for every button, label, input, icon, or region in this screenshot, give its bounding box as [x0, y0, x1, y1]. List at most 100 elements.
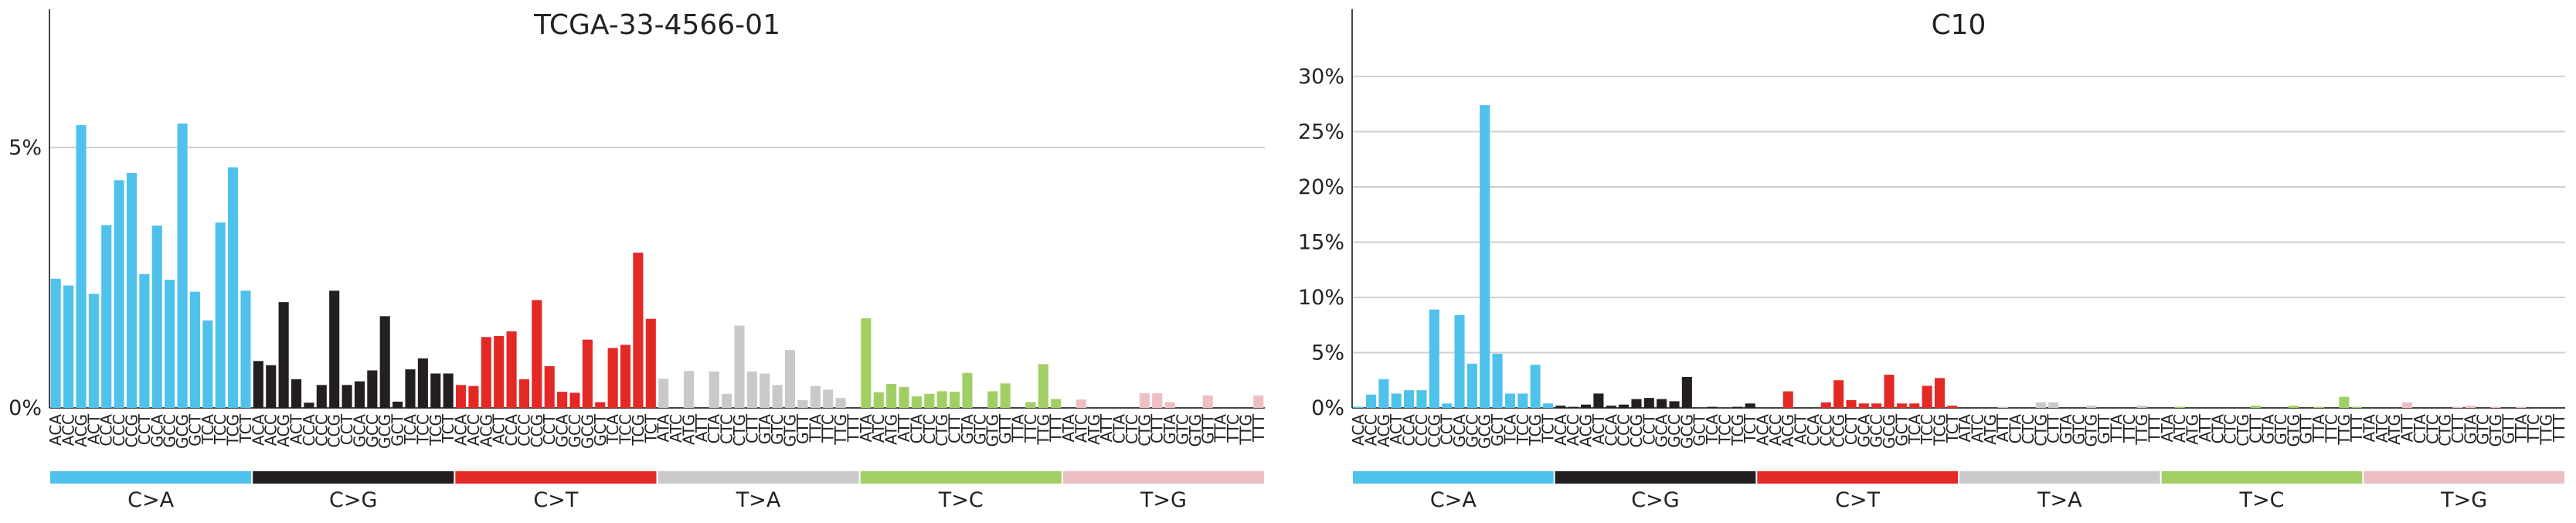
group-label: C>T: [533, 488, 578, 512]
x-tick-label: ACG: [72, 414, 90, 447]
bar-C-to-A-ACA: [1353, 406, 1364, 408]
x-tick-label: TTG: [1236, 414, 1255, 446]
group-label: T>A: [736, 488, 781, 512]
x-tick-label: GCT: [591, 413, 610, 446]
x-tick-label: GCC: [161, 414, 179, 447]
bar-C-to-T-TCT: [1947, 406, 1958, 408]
x-tick-label: GTA: [2057, 414, 2075, 444]
x-tick-label: GCC: [566, 414, 584, 447]
bar-C-to-A-CCT: [1442, 403, 1453, 408]
x-tick-label: ATA: [654, 414, 673, 443]
x-tick-label: GTG: [984, 414, 1002, 447]
bar-T-to-C-TTA: [2313, 406, 2324, 408]
x-tick-label: GTA: [2259, 414, 2278, 444]
x-tick-label: ACG: [1375, 414, 1393, 447]
x-tick-label: CTG: [2234, 414, 2252, 447]
bar-C-to-T-ACG: [481, 337, 491, 408]
x-tick-label: GTA: [756, 414, 774, 444]
bar-C-to-G-CCT: [342, 385, 352, 408]
bar-C-to-A-CCG: [1429, 309, 1439, 408]
x-tick-label: CTG: [730, 414, 749, 447]
x-tick-label: CTA: [705, 414, 723, 444]
bar-C-to-A-ACT: [1391, 393, 1402, 408]
x-tick-label: GTC: [1173, 414, 1191, 445]
bar-C-to-T-TCC: [620, 345, 631, 408]
group-bar-C-to-T: [1757, 471, 1958, 484]
x-tick-label: GCC: [363, 414, 382, 447]
group-bar-C-to-G: [253, 471, 454, 484]
y-tick-label: 15%: [1298, 230, 1344, 254]
bar-C-to-A-TCC: [215, 222, 226, 408]
bar-C-to-A-GCA: [1454, 314, 1465, 408]
bar-C-to-A-ACA: [50, 278, 61, 408]
bar-T-to-C-TTT: [2351, 406, 2362, 408]
bar-C-to-T-GCG: [582, 339, 593, 408]
bar-C-to-T-CCC: [518, 379, 530, 408]
y-tick-label: 5%: [1311, 341, 1344, 365]
x-tick-label: CTA: [2007, 414, 2025, 444]
group-label: T>G: [2440, 488, 2487, 512]
bar-C-to-G-CCT: [1643, 398, 1654, 408]
bar-C-to-T-GCT: [1896, 403, 1907, 408]
group-bar-C-to-A: [1353, 471, 1554, 484]
y-tick-label: 10%: [1298, 286, 1344, 310]
x-tick-label: GTT: [996, 413, 1014, 444]
bar-C-to-G-GCG: [379, 316, 390, 408]
group-bar-T-to-C: [2161, 471, 2363, 484]
x-tick-label: CCA: [1400, 414, 1419, 447]
x-tick-label: ATG: [1981, 414, 2000, 445]
bar-C-to-A-GCT: [189, 291, 200, 408]
bar-C-to-A-GCT: [1492, 353, 1503, 408]
x-tick-label: ACC: [59, 414, 78, 446]
bar-C-to-G-CCA: [304, 402, 314, 408]
x-tick-label: CTG: [2436, 414, 2455, 447]
x-tick-label: ATC: [1072, 414, 1090, 443]
x-tick-label: CCT: [338, 413, 356, 445]
x-tick-label: GCG: [1476, 414, 1494, 449]
bar-C-to-G-TCA: [405, 369, 416, 408]
bar-C-to-G-CCG: [1631, 399, 1642, 408]
x-tick-label: ATC: [2373, 414, 2391, 443]
y-tick-label: 20%: [1298, 175, 1344, 199]
x-tick-label: CCA: [1602, 414, 1620, 447]
bar-C-to-G-ACG: [278, 302, 289, 408]
x-tick-label: CTT: [2449, 413, 2467, 443]
group-label: C>A: [1430, 488, 1477, 512]
x-tick-label: TCG: [427, 414, 445, 447]
x-tick-label: CCG: [123, 414, 141, 447]
group-label: T>G: [1140, 488, 1187, 512]
x-tick-label: ATT: [1993, 413, 2012, 442]
bar-T-to-C-ATT: [899, 387, 909, 408]
x-tick-label: GCA: [553, 414, 572, 447]
x-tick-label: CCC: [1615, 414, 1633, 447]
bar-T-to-C-CTA: [911, 396, 922, 408]
bar-C-to-G-GCC: [1669, 401, 1680, 408]
x-tick-label: CTC: [718, 414, 736, 444]
bar-T-to-G-CTG: [1139, 393, 1150, 408]
bar-T-to-C-GTG: [987, 391, 998, 408]
bar-C-to-T-TCT: [645, 318, 656, 408]
x-tick-label: TCT: [236, 413, 255, 443]
x-tick-label: GTA: [958, 414, 977, 444]
x-tick-label: ACG: [477, 414, 495, 447]
bar-C-to-A-TCG: [1530, 365, 1541, 408]
x-tick-label: GTT: [2095, 413, 2113, 444]
x-tick-label: TCA: [603, 414, 622, 445]
x-tick-label: CCC: [1412, 414, 1431, 447]
bar-T-to-A-ATA: [658, 379, 669, 408]
x-tick-label: CTA: [2411, 414, 2429, 444]
x-tick-label: TTT: [1047, 413, 1065, 443]
x-tick-label: TTA: [806, 414, 824, 443]
bar-C-to-T-GCA: [557, 392, 568, 408]
bar-T-to-A-CTC: [722, 393, 732, 408]
bar-C-to-G-ACA: [253, 361, 263, 408]
bar-C-to-A-GCA: [151, 226, 162, 408]
x-tick-label: ACT: [1589, 413, 1608, 444]
y-tick-label: 25%: [1298, 120, 1344, 144]
bar-C-to-A-ACT: [88, 294, 99, 408]
x-tick-label: TTA: [2309, 414, 2328, 443]
bar-T-to-C-GTT: [1000, 383, 1011, 408]
bar-C-to-A-GCG: [177, 123, 188, 408]
x-tick-label: GTT: [794, 413, 812, 444]
